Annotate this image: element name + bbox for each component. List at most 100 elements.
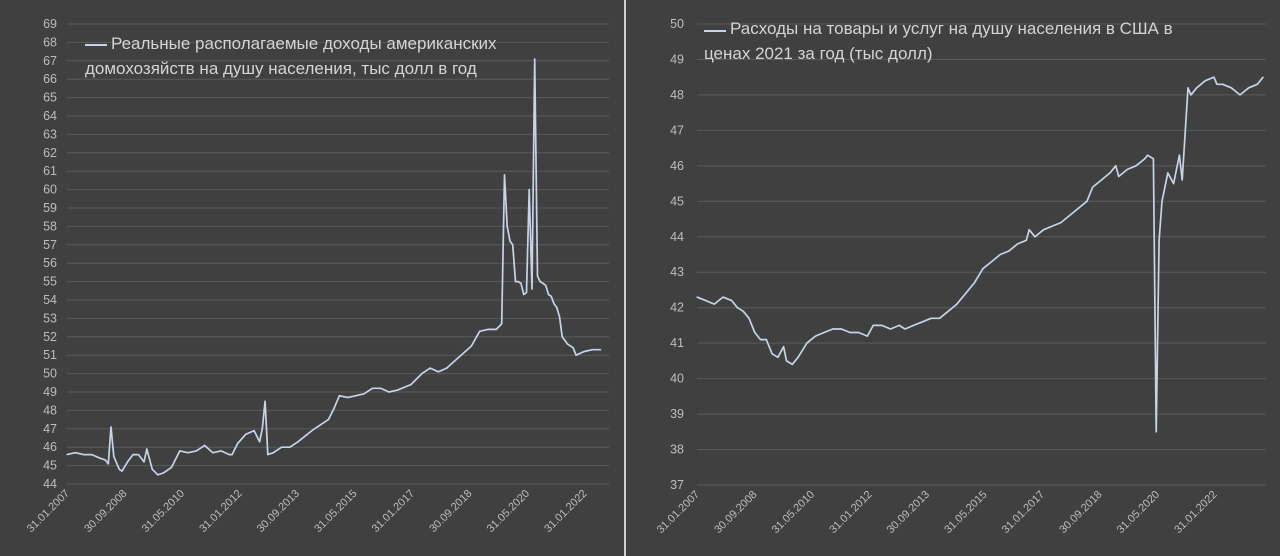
y-tick-label: 68	[43, 35, 57, 49]
x-tick-label: 30.09.2018	[1057, 489, 1104, 536]
x-tick-label: 31.01.2007	[25, 488, 72, 535]
data-point	[204, 444, 206, 446]
data-point	[1069, 214, 1071, 217]
data-point	[66, 454, 68, 456]
data-point	[1178, 154, 1180, 156]
data-point	[542, 282, 544, 284]
data-point	[514, 281, 517, 283]
data-point	[1161, 200, 1163, 202]
data-point	[904, 328, 906, 330]
data-point	[261, 428, 263, 430]
y-tick-label: 40	[670, 372, 684, 386]
y-tick-label: 69	[43, 17, 57, 31]
y-tick-label: 45	[670, 194, 684, 208]
data-point	[913, 324, 915, 326]
data-point	[575, 354, 577, 356]
data-point	[759, 339, 762, 341]
data-point	[1034, 236, 1036, 238]
data-point	[777, 356, 779, 358]
data-point	[421, 373, 423, 375]
data-point	[143, 461, 145, 463]
data-point	[525, 292, 528, 294]
data-point	[506, 225, 508, 227]
data-point	[110, 426, 112, 428]
data-point	[157, 474, 159, 476]
data-point	[195, 450, 197, 452]
data-point	[1167, 172, 1169, 174]
data-point	[212, 452, 214, 454]
data-point	[965, 292, 967, 295]
data-point	[1196, 87, 1198, 89]
data-point	[561, 336, 563, 338]
x-tick-label: 31.05.2020	[485, 488, 532, 535]
x-tick-label: 30.09.2008	[82, 488, 129, 535]
y-tick-label: 46	[43, 440, 57, 454]
data-point	[333, 408, 335, 410]
data-point	[1152, 158, 1154, 160]
data-point	[231, 454, 233, 456]
data-point	[1025, 239, 1027, 241]
data-point	[765, 339, 767, 341]
chart-real-income: 44 45 46 47 48 49 50 51 52 53 54 55 56 57 58 59 60 61 62 63…	[25, 17, 609, 535]
y-tick-label: 53	[43, 311, 57, 325]
data-point	[355, 395, 357, 397]
data-point	[462, 352, 464, 354]
data-point	[396, 389, 398, 391]
data-point	[410, 384, 412, 386]
data-point	[454, 360, 456, 362]
x-tick-label: 31.01.2012	[197, 488, 244, 535]
data-point	[104, 459, 107, 461]
y-tick-label: 49	[670, 52, 684, 66]
data-point	[1086, 200, 1088, 202]
data-point	[1248, 87, 1250, 89]
data-point	[347, 396, 349, 399]
y-tick-label: 61	[43, 164, 57, 178]
data-point	[487, 328, 489, 330]
data-point	[245, 433, 247, 435]
data-point	[259, 441, 261, 443]
data-point	[429, 367, 431, 369]
data-point	[91, 454, 93, 456]
data-point	[126, 461, 129, 463]
data-point	[545, 284, 547, 286]
x-tick-label: 30.09.2013	[255, 488, 302, 535]
data-point	[722, 296, 724, 298]
y-tick-label: 41	[670, 336, 684, 350]
data-point	[512, 244, 514, 246]
data-point	[939, 317, 941, 319]
data-point	[74, 452, 76, 454]
data-point	[267, 454, 269, 456]
data-point	[187, 452, 189, 454]
y-tick-label: 52	[43, 330, 57, 344]
data-point	[1147, 154, 1149, 156]
x-tick-label: 30.09.2013	[885, 489, 932, 536]
y-tick-label: 47	[43, 422, 57, 436]
data-point	[380, 387, 382, 389]
data-point	[327, 419, 329, 421]
data-point	[1155, 431, 1157, 433]
x-tick-label: 31.05.2020	[1115, 489, 1162, 536]
data-point	[991, 261, 993, 263]
data-point	[898, 324, 900, 326]
data-point	[1173, 183, 1175, 185]
data-point	[1144, 158, 1146, 160]
data-point	[539, 281, 541, 283]
data-point	[470, 345, 472, 347]
y-tick-label: 37	[670, 478, 684, 492]
data-point	[705, 300, 707, 302]
data-point	[1008, 250, 1010, 252]
data-point	[237, 442, 239, 445]
y-tick-label: 44	[670, 230, 684, 244]
data-point	[1051, 225, 1053, 227]
data-point	[220, 450, 222, 452]
y-tick-label: 47	[670, 123, 684, 137]
data-point	[162, 472, 164, 474]
y-tick-label: 51	[43, 348, 57, 362]
data-point	[930, 317, 932, 319]
data-point	[973, 282, 975, 284]
x-tick-label: 31.05.2015	[942, 489, 989, 536]
data-point	[338, 395, 340, 397]
data-point	[600, 349, 602, 351]
data-point	[1043, 229, 1045, 231]
